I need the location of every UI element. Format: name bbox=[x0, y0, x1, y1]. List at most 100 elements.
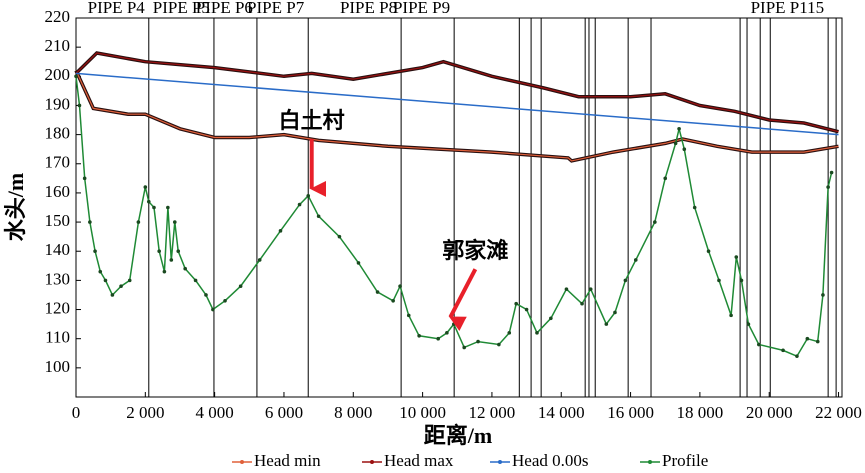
profile-marker bbox=[436, 336, 441, 341]
profile-marker bbox=[549, 316, 553, 321]
profile-marker bbox=[169, 258, 174, 262]
profile-marker bbox=[297, 202, 302, 207]
profile-marker bbox=[77, 103, 82, 108]
profile-marker bbox=[193, 278, 198, 283]
y-tick-label: 110 bbox=[45, 328, 70, 347]
profile-marker bbox=[183, 266, 187, 271]
profile-marker bbox=[110, 293, 115, 297]
profile-marker bbox=[211, 307, 215, 312]
profile-marker bbox=[162, 269, 167, 274]
profile-marker bbox=[633, 258, 638, 262]
profile-marker bbox=[795, 354, 799, 358]
profile-marker bbox=[604, 322, 609, 326]
legend-marker bbox=[240, 460, 244, 464]
y-tick-label: 180 bbox=[45, 124, 71, 143]
profile-marker bbox=[204, 293, 208, 297]
profile-marker bbox=[166, 205, 170, 210]
profile-marker bbox=[88, 220, 92, 224]
profile-marker bbox=[739, 278, 744, 283]
profile-marker bbox=[677, 126, 681, 131]
pipe-label: PIPE P5 bbox=[153, 0, 210, 17]
profile-marker bbox=[238, 284, 243, 289]
y-tick-label: 160 bbox=[45, 182, 71, 201]
legend-label: Head max bbox=[384, 451, 454, 470]
profile-marker bbox=[706, 249, 711, 254]
profile-marker bbox=[176, 249, 181, 254]
profile-marker bbox=[580, 301, 584, 306]
x-tick-label: 8 000 bbox=[334, 403, 372, 422]
profile-marker bbox=[729, 313, 733, 318]
y-tick-label: 120 bbox=[45, 298, 71, 317]
profile-marker bbox=[826, 185, 830, 189]
profile-marker bbox=[462, 345, 466, 350]
y-tick-label: 210 bbox=[45, 36, 71, 55]
profile-marker bbox=[497, 342, 501, 347]
x-tick-label: 22 000 bbox=[815, 403, 862, 422]
profile-marker bbox=[717, 278, 721, 283]
profile-marker bbox=[623, 278, 628, 283]
profile-marker bbox=[682, 147, 687, 151]
profile-marker bbox=[452, 322, 456, 326]
profile-marker bbox=[445, 331, 449, 335]
profile-marker bbox=[136, 220, 141, 224]
profile-marker bbox=[143, 185, 148, 189]
profile-marker bbox=[398, 284, 402, 289]
profile-marker bbox=[119, 284, 123, 289]
pipe-label: PIPE P7 bbox=[247, 0, 305, 17]
x-tick-label: 12 000 bbox=[469, 403, 516, 422]
annotation: 白土村 bbox=[279, 108, 345, 133]
profile-marker bbox=[278, 229, 283, 233]
profile-marker bbox=[98, 269, 103, 274]
x-tick-label: 4 000 bbox=[196, 403, 234, 422]
profile-marker bbox=[127, 278, 132, 283]
series-line bbox=[75, 52, 839, 133]
profile-marker bbox=[152, 205, 156, 210]
legend-marker bbox=[498, 460, 502, 464]
pipe-label: PIPE P6 bbox=[196, 0, 253, 17]
y-tick-label: 190 bbox=[45, 94, 71, 113]
profile-marker bbox=[157, 249, 161, 254]
profile-marker bbox=[375, 290, 380, 294]
profile-marker bbox=[74, 74, 78, 79]
profile-marker bbox=[93, 249, 97, 254]
profile-marker bbox=[356, 261, 361, 265]
x-tick-label: 18 000 bbox=[677, 403, 724, 422]
annotation: 郭家滩 bbox=[442, 238, 508, 263]
profile-marker bbox=[146, 199, 151, 204]
x-axis-label: 距离/m bbox=[424, 423, 492, 448]
annotation-arrow bbox=[448, 268, 478, 331]
x-tick-label: 0 bbox=[72, 403, 81, 422]
legend-label: Head 0.00s bbox=[512, 451, 588, 470]
profile-marker bbox=[306, 194, 311, 198]
x-tick-label: 2 000 bbox=[126, 403, 164, 422]
profile-marker bbox=[316, 214, 321, 219]
profile-marker bbox=[103, 278, 108, 283]
profile-marker bbox=[821, 293, 825, 297]
legend-label: Profile bbox=[662, 451, 708, 470]
y-tick-label: 140 bbox=[45, 240, 71, 259]
profile-marker bbox=[815, 339, 820, 344]
profile-marker bbox=[391, 298, 395, 303]
y-tick-label: 150 bbox=[45, 211, 71, 230]
profile-marker bbox=[172, 220, 177, 224]
profile-marker bbox=[507, 331, 512, 335]
y-tick-label: 200 bbox=[45, 65, 71, 84]
y-tick-label: 220 bbox=[45, 7, 71, 26]
pipe-label: PIPE P8 bbox=[340, 0, 397, 17]
series-line bbox=[75, 72, 839, 136]
x-tick-label: 16 000 bbox=[607, 403, 654, 422]
profile-marker bbox=[257, 258, 262, 262]
profile-marker bbox=[514, 301, 518, 306]
y-tick-label: 100 bbox=[45, 357, 71, 376]
profile-marker bbox=[406, 313, 411, 318]
series-line bbox=[75, 76, 833, 358]
series-line bbox=[75, 70, 839, 162]
profile-marker bbox=[663, 176, 668, 181]
x-tick-label: 20 000 bbox=[746, 403, 793, 422]
y-axis-label: 水头/m bbox=[3, 173, 28, 241]
profile-marker bbox=[692, 205, 697, 210]
profile-marker bbox=[82, 176, 87, 181]
y-tick-label: 130 bbox=[45, 269, 71, 288]
profile-marker bbox=[588, 287, 593, 291]
